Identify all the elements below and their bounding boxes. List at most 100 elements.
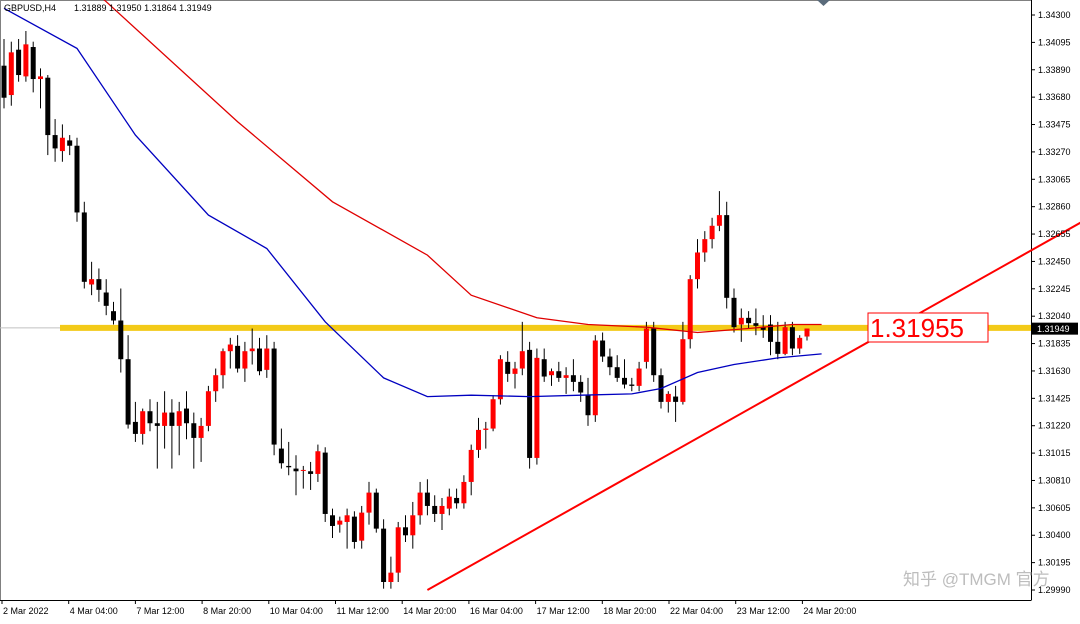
time-tick-label: 10 Mar 04:00 [270,606,323,616]
rising-trendline[interactable] [426,220,1080,591]
candle-body [519,351,525,369]
level-label-text: 1.31955 [870,313,964,343]
chart-header-ohlc: 1.31889 1.31950 1.31864 1.31949 [74,3,212,13]
candle-body [373,492,379,529]
price-tick-label: 1.33890 [1038,65,1071,75]
candle-body [227,344,233,352]
candle-body [607,356,613,368]
candle-body [461,481,467,504]
candle-body [278,448,284,464]
candle-body [52,135,58,149]
candle-body [695,252,700,280]
candle-body [96,279,102,290]
candle-body [257,348,262,372]
candle-body [417,492,423,516]
candle-body [563,375,569,378]
time-tick-label: 17 Mar 12:00 [537,606,590,616]
candle-body [643,328,649,362]
candle-body [242,351,248,369]
price-tick-label: 1.30400 [1038,530,1071,540]
price-tick-label: 1.33680 [1038,92,1071,102]
candle-body [351,516,357,542]
candle-body [344,515,350,522]
candle-body [169,412,175,426]
time-tick-label: 23 Mar 12:00 [737,606,790,616]
candle-body [512,368,518,374]
candle-body [67,140,73,146]
candle-body [81,212,87,282]
candle-body [8,52,14,96]
candle-body [592,340,598,416]
candle-body [687,279,693,340]
candle-body [337,520,343,525]
candle-body [782,327,788,354]
trendline-group[interactable] [426,220,1080,591]
time-tick-label: 4 Mar 04:00 [70,606,118,616]
level-label-box [867,312,989,343]
current-price-tag [1032,322,1078,335]
candle-body [636,368,642,386]
candle-body [89,279,95,285]
moving-averages-group [3,0,822,398]
candle-body [125,359,131,425]
candle-body [432,505,438,514]
candle-body [132,421,138,434]
candle-body [622,377,627,385]
candle-body [476,429,481,450]
candle-body [205,391,211,426]
candle-body [454,497,460,504]
candle-body [366,492,372,513]
candle-body [308,471,314,474]
time-tick-label: 7 Mar 12:00 [136,606,184,616]
candle-body [388,572,394,582]
candle-body [59,137,65,152]
candle-body [600,340,606,357]
candle-body [118,320,124,360]
candle-body [176,411,182,426]
price-tick-label: 1.32860 [1038,202,1071,212]
candle-body [804,328,810,337]
candle-body [220,351,226,376]
price-tick-label: 1.30810 [1038,475,1071,485]
candle-body [103,292,109,306]
candle-body [505,361,511,374]
price-tick-label: 1.31630 [1038,366,1071,376]
candle-body [651,328,657,376]
candle-body [614,367,620,378]
watermark: 知乎 @TMGM 官方 [903,570,1050,589]
candle-body [330,515,335,526]
candle-body [147,411,153,424]
moving-average-blue [3,7,822,398]
candle-body [381,528,387,582]
price-tick-label: 1.32245 [1038,284,1071,294]
candle-body [731,297,737,328]
candle-body [322,452,328,514]
candle-body [680,339,686,402]
candle-body [775,341,781,354]
current-price-group: 1.31949 [1032,322,1078,335]
candle-body [527,349,533,458]
candle-body [746,317,752,324]
candle-body [665,393,671,402]
price-tick-label: 1.33475 [1038,120,1071,130]
price-tick-label: 1.31015 [1038,448,1071,458]
candle-body [468,449,474,482]
candle-body [446,496,452,509]
price-tick-label: 1.32040 [1038,311,1071,321]
candle-body [23,44,29,77]
scroll-marker-icon[interactable] [817,0,830,6]
candle-body [410,515,416,536]
candle-body [213,375,219,392]
price-tick-label: 1.32655 [1038,229,1071,239]
candle-body [702,239,708,253]
time-tick-label: 16 Mar 04:00 [470,606,523,616]
candle-body [154,423,160,426]
candle-body [300,469,306,471]
current-price-label: 1.31949 [1037,324,1070,334]
time-tick-label: 8 Mar 20:00 [203,606,251,616]
time-tick-label: 18 Mar 20:00 [603,606,656,616]
candle-body [789,327,795,349]
candle-body [395,527,401,573]
candle-body [1,65,7,98]
